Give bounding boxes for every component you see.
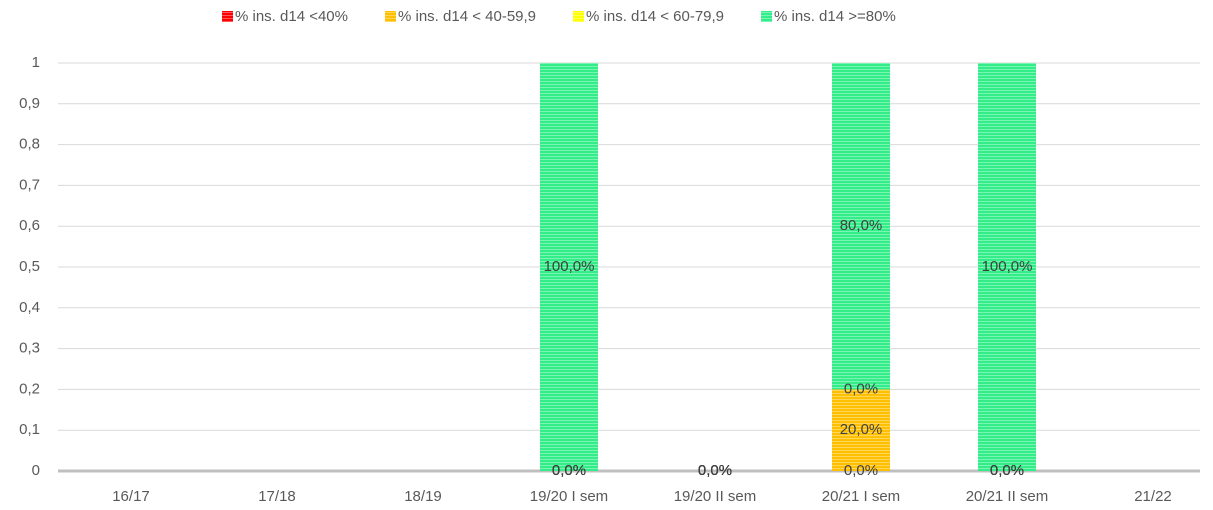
data-label: 0,0% (990, 462, 1024, 479)
legend-swatch (222, 11, 233, 22)
bar-segment (832, 63, 890, 390)
x-tick-label: 20/21 I sem (822, 488, 900, 505)
x-tick-label: 17/18 (258, 488, 296, 505)
x-tick-label: 21/22 (1134, 488, 1172, 505)
legend-label: % ins. d14 >=80% (774, 8, 896, 25)
y-tick-label: 0,2 (19, 380, 40, 397)
data-label: 0,0% (552, 462, 586, 479)
legend-swatch (385, 11, 396, 22)
data-label: 0,0% (698, 462, 732, 479)
bar-segment (832, 389, 890, 471)
y-tick-label: 0,7 (19, 176, 40, 193)
data-label: 0,0% (844, 462, 878, 479)
y-tick-label: 0,8 (19, 136, 40, 153)
y-tick-label: 0,9 (19, 95, 40, 112)
y-tick-label: 0 (32, 462, 40, 479)
data-label: 100,0% (544, 258, 595, 275)
bar-segment (540, 63, 598, 471)
legend-swatch (761, 11, 773, 22)
data-label: 0,0% (698, 462, 732, 479)
data-label: 0,0% (698, 462, 732, 479)
x-tick-label: 20/21 II sem (966, 488, 1049, 505)
y-tick-label: 0,3 (19, 340, 40, 357)
data-label: 0,0% (552, 462, 586, 479)
y-tick-label: 0,6 (19, 217, 40, 234)
x-tick-label: 19/20 II sem (674, 488, 757, 505)
data-label: 100,0% (982, 258, 1033, 275)
data-label: 0,0% (552, 462, 586, 479)
x-tick-label: 18/19 (404, 488, 442, 505)
y-tick-label: 0,1 (19, 421, 40, 438)
data-label: 0,0% (990, 462, 1024, 479)
data-label: 0,0% (990, 462, 1024, 479)
data-label: 0,0% (698, 462, 732, 479)
x-tick-label: 19/20 I sem (530, 488, 608, 505)
y-tick-label: 1 (32, 54, 40, 71)
legend-swatch (573, 11, 585, 22)
bar-segment (978, 63, 1036, 471)
x-tick-label: 16/17 (112, 488, 150, 505)
legend-label: % ins. d14 < 60-79,9 (586, 8, 724, 25)
data-label: 0,0% (844, 380, 878, 397)
data-label: 80,0% (840, 217, 883, 234)
legend-label: % ins. d14 < 40-59,9 (398, 8, 536, 25)
y-tick-label: 0,4 (19, 299, 40, 316)
legend-label: % ins. d14 <40% (235, 8, 348, 25)
data-label: 20,0% (840, 421, 883, 438)
y-tick-label: 0,5 (19, 258, 40, 275)
